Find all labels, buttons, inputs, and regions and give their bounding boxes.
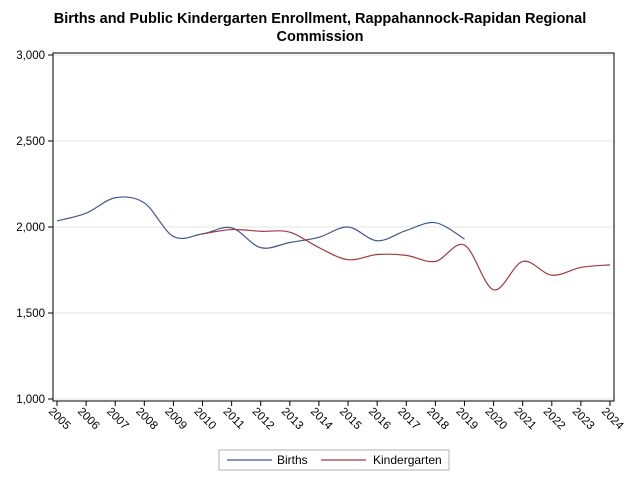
- y-tick-label: 1,500: [16, 308, 45, 320]
- x-tick-label: 2012: [250, 406, 277, 433]
- x-tick-label: 2020: [482, 406, 509, 433]
- grid-lines: [53, 54, 614, 400]
- x-tick-label: 2021: [512, 406, 539, 433]
- x-tick-label: 2015: [337, 406, 364, 433]
- x-tick-label: 2008: [133, 406, 160, 433]
- y-tick-label: 1,000: [16, 394, 45, 406]
- x-tick-label: 2009: [162, 406, 189, 433]
- x-tick-label: 2011: [221, 406, 247, 432]
- y-axis: 1,000 1,500 2,000 2,500 3,000: [16, 50, 53, 406]
- legend-label-births: Births: [277, 453, 308, 467]
- x-tick-label: 2017: [395, 406, 422, 433]
- x-tick-label: 2010: [191, 406, 218, 433]
- chart-title: Births and Public Kindergarten Enrollmen…: [0, 10, 640, 46]
- series-line-kindergarten: [202, 228, 611, 291]
- legend-label-kindergarten: Kindergarten: [373, 453, 442, 467]
- x-tick-label: 2007: [104, 406, 131, 433]
- x-tick-label: 2005: [46, 406, 73, 433]
- y-tick-label: 2,000: [16, 222, 45, 234]
- chart-title-line-2: Commission: [276, 29, 364, 45]
- y-tick-label: 3,000: [16, 50, 45, 62]
- x-tick-label: 2024: [599, 406, 626, 433]
- x-tick-label: 2016: [366, 406, 393, 433]
- x-tick-label: 2022: [541, 406, 568, 433]
- x-tick-label: 2013: [279, 406, 306, 433]
- y-tick-label: 2,500: [16, 136, 45, 148]
- x-axis: 2005 2006 2007 2008 2009 2010 2011 2012 2013 2014…: [46, 401, 626, 433]
- x-tick-label: 2006: [75, 406, 102, 433]
- series-line-births: [56, 196, 465, 249]
- chart-title-line-1: Births and Public Kindergarten Enrollmen…: [53, 11, 587, 27]
- x-tick-label: 2019: [453, 406, 480, 433]
- x-tick-label: 2018: [424, 406, 451, 433]
- legend: Births Kindergarten: [218, 449, 450, 471]
- series-lines: [56, 196, 611, 291]
- x-tick-label: 2014: [308, 406, 335, 433]
- x-tick-label: 2023: [570, 406, 597, 433]
